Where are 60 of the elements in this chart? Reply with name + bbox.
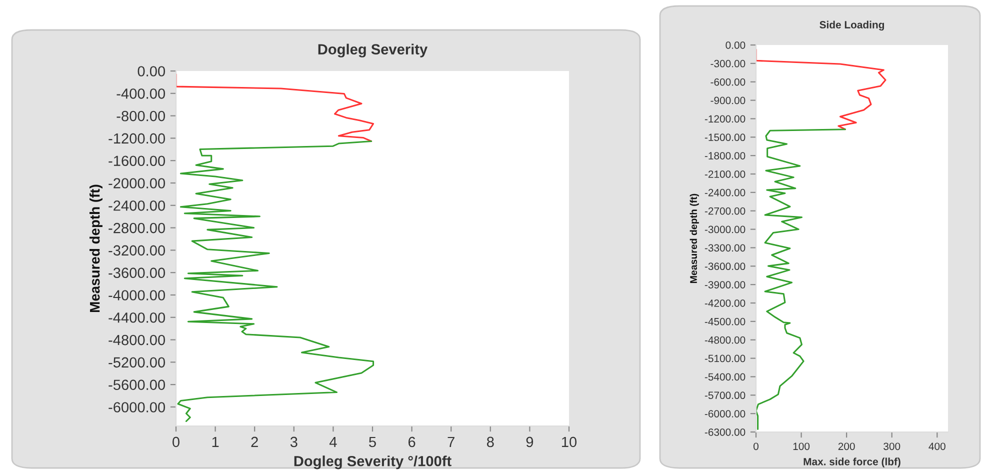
y-tick-label: 0.00 [726, 42, 746, 49]
x-axis-title: Max. side force (lbf) [804, 458, 900, 468]
y-tick-label: -1800.00 [704, 152, 746, 160]
y-tick-label: -5600.00 [108, 380, 166, 390]
x-tick-label: 6 [408, 436, 416, 448]
y-tick-label: -3000.00 [704, 226, 746, 234]
x-tick-label: 3 [290, 436, 298, 448]
y-tick-label: -3600.00 [704, 262, 746, 270]
chart-title: Side Loading [820, 20, 884, 31]
y-tick-label: -2800.00 [108, 222, 166, 234]
y-tick-label: -900.00 [710, 96, 746, 104]
x-tick-label: 0 [754, 442, 758, 450]
x-tick-label: 8 [486, 436, 494, 448]
y-tick-label: -4200.00 [704, 300, 746, 307]
y-tick-label: -4400.00 [108, 312, 166, 323]
y-tick-label: -400.00 [116, 88, 166, 99]
x-tick-label: 10 [562, 436, 577, 448]
x-tick-label: 100 [793, 442, 810, 450]
y-tick-label: -4800.00 [704, 336, 746, 344]
x-tick-label: 0 [172, 436, 180, 448]
y-tick-label: -3900.00 [704, 281, 746, 288]
y-tick-label: -6000.00 [704, 410, 746, 418]
y-tick-label: -1600.00 [108, 156, 166, 166]
x-tick-label: 400 [928, 442, 946, 450]
y-tick-label: -5700.00 [704, 392, 746, 400]
x-tick-label: 2 [251, 436, 258, 447]
y-tick-label: -3600.00 [108, 268, 166, 278]
y-tick-label: -6300.00 [704, 428, 746, 436]
chart-title: Dogleg Severity [318, 44, 428, 58]
x-tick-label: 4 [329, 436, 337, 447]
x-tick-label: 9 [526, 436, 534, 448]
y-axis-title: Measured depth (ft) [690, 194, 699, 283]
x-tick-label: 5 [369, 436, 376, 448]
y-tick-label: -2700.00 [704, 207, 746, 215]
y-tick-label: -300.00 [710, 60, 746, 68]
y-tick-label: -4500.00 [704, 318, 746, 326]
y-tick-label: -3200.00 [108, 245, 166, 256]
x-tick-label: 200 [838, 442, 855, 450]
x-tick-label: 300 [884, 442, 900, 450]
y-tick-label: -4000.00 [108, 290, 166, 300]
y-tick-label: -2400.00 [704, 188, 746, 196]
y-tick-label: -3300.00 [704, 244, 746, 252]
y-tick-label: -5400.00 [704, 373, 746, 381]
y-tick-label: -5100.00 [704, 354, 746, 362]
y-tick-label: -5200.00 [108, 357, 166, 368]
x-axis-title: Dogleg Severity °/100ft [294, 456, 452, 470]
x-tick-label: 1 [212, 436, 219, 447]
y-tick-label: -6000.00 [108, 402, 166, 412]
y-tick-label: -1200.00 [108, 133, 166, 144]
y-tick-label: -1200.00 [704, 115, 746, 123]
y-tick-label: -1500.00 [704, 134, 746, 142]
y-tick-label: -4800.00 [108, 334, 166, 346]
y-tick-label: 0.00 [138, 66, 166, 76]
y-tick-label: -600.00 [710, 78, 746, 86]
y-tick-label: -800.00 [116, 110, 166, 122]
y-tick-label: -2400.00 [108, 200, 166, 211]
x-tick-label: 7 [448, 436, 454, 447]
y-axis-title: Measured depth (ft) [90, 184, 102, 312]
y-tick-label: -2000.00 [108, 178, 166, 188]
y-tick-label: -2100.00 [704, 170, 746, 178]
